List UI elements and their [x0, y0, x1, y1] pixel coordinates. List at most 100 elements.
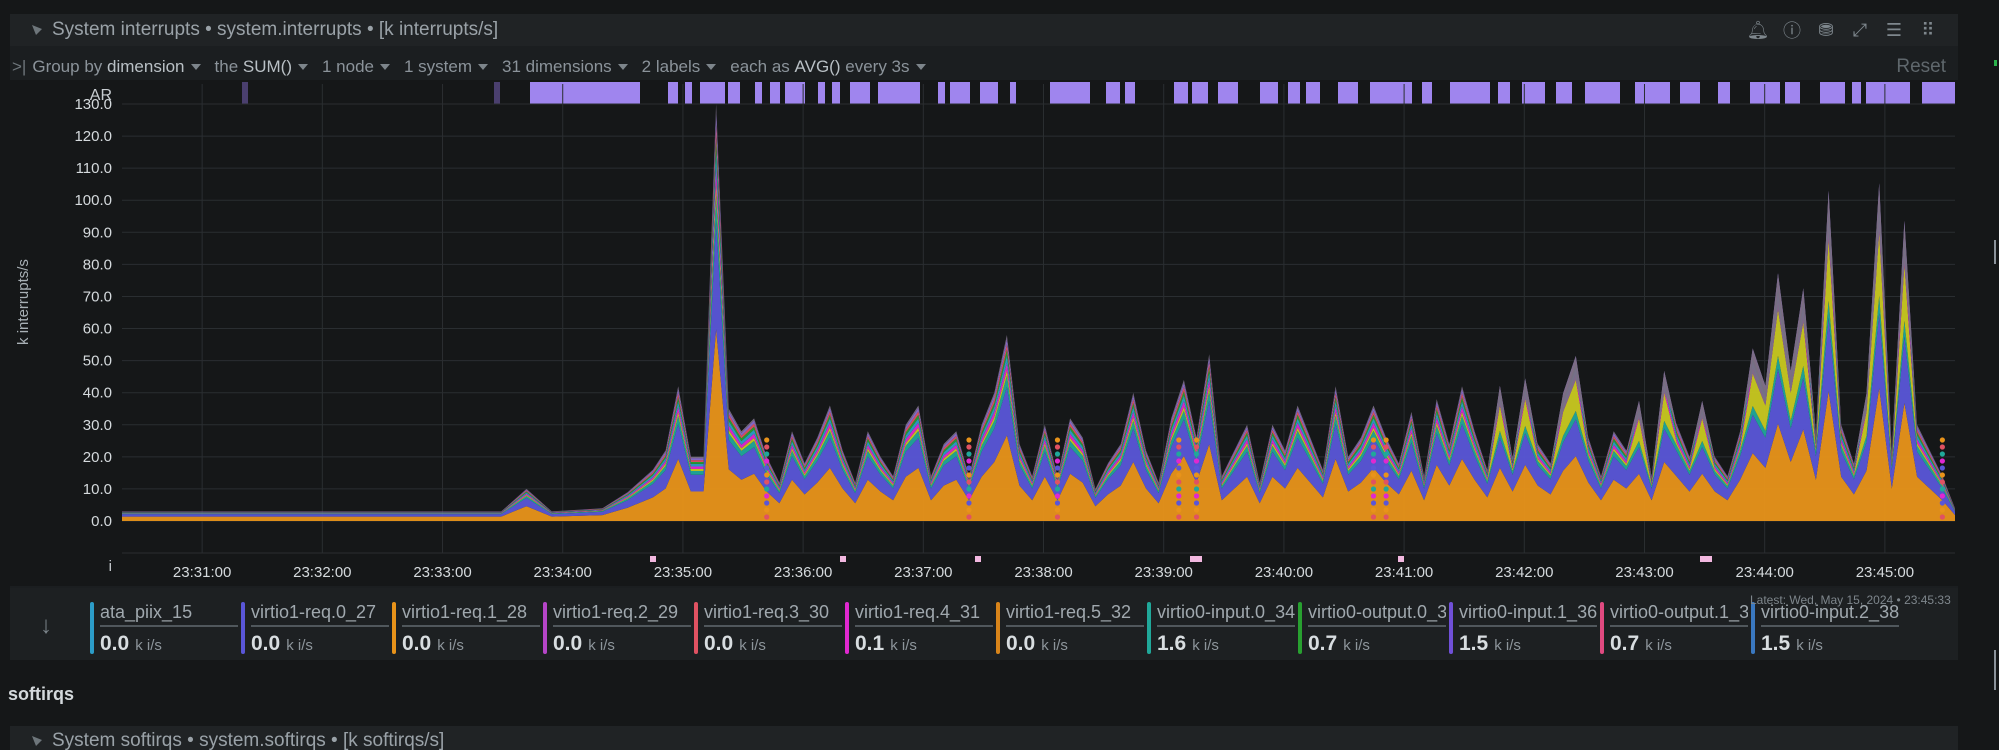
bell-icon[interactable]: 🔔︎	[1746, 19, 1770, 40]
legend-series-value: 0.0 k i/s	[100, 632, 162, 655]
anomaly-mark	[1010, 82, 1016, 104]
gap-dot	[1383, 437, 1389, 443]
each-as-dropdown[interactable]: each as AVG() every 3s	[730, 57, 926, 77]
annotations-row[interactable]	[650, 556, 1712, 562]
expand-icon[interactable]: ⤢	[1852, 19, 1868, 40]
gap-dot	[1193, 486, 1200, 492]
gap-dot	[1939, 444, 1945, 450]
drag-icon[interactable]: ⠿	[1921, 19, 1935, 40]
gap-dot	[1193, 444, 1200, 450]
legend-item[interactable]: virtio1-req.1_28 0.0 k i/s	[392, 602, 540, 655]
gap-dot	[1193, 493, 1200, 499]
reset-button[interactable]: Reset	[1896, 56, 1946, 77]
arrow-down-icon[interactable]: ↓	[40, 612, 52, 639]
dimensions-dropdown[interactable]: 31 dimensions	[502, 57, 628, 77]
legend-item[interactable]: virtio0-input.2_38 1.5 k i/s	[1751, 602, 1899, 655]
anomaly-mark	[1922, 82, 1955, 104]
annotation-mark[interactable]	[1190, 556, 1202, 562]
gap-dot	[764, 486, 770, 492]
gap-dot	[966, 500, 972, 506]
legend-item[interactable]: virtio1-req.4_31 0.1 k i/s	[845, 602, 993, 655]
anomaly-mark	[1174, 82, 1188, 104]
systems-dropdown[interactable]: 1 system	[404, 57, 489, 77]
legend-item[interactable]: ata_piix_15 0.0 k i/s	[90, 602, 238, 655]
anomaly-mark	[700, 82, 725, 104]
anomaly-mark	[668, 82, 678, 104]
legend-item[interactable]: virtio1-req.5_32 0.0 k i/s	[996, 602, 1144, 655]
legend-item[interactable]: virtio0-input.1_36 1.5 k i/s	[1449, 602, 1597, 655]
anomaly-mark	[950, 82, 970, 104]
interrupts-chart-panel: System interrupts • system.interrupts • …	[10, 14, 1958, 660]
collapse-toggle[interactable]: >|	[12, 57, 27, 76]
pin-icon[interactable]	[30, 23, 44, 37]
legend-item[interactable]: virtio1-req.2_29 0.0 k i/s	[543, 602, 691, 655]
group-by-dropdown[interactable]: Group by dimension	[32, 57, 201, 77]
gap-dot	[1176, 451, 1182, 457]
stacked-areas[interactable]	[122, 104, 1955, 521]
aggregation-dropdown[interactable]: the SUM()	[215, 57, 308, 77]
scroll-indicator[interactable]	[1990, 60, 1999, 700]
gap-dot	[1054, 444, 1061, 450]
anomaly-mark	[1785, 82, 1800, 104]
anomaly-mark	[1820, 82, 1845, 104]
info-icon[interactable]: ⓘ	[1783, 21, 1801, 41]
anomaly-rate-row[interactable]	[242, 82, 1955, 104]
legend-item[interactable]: virtio1-req.3_30 0.0 k i/s	[694, 602, 842, 655]
anomaly-mark	[570, 82, 600, 104]
y-tick-label: 60.0	[83, 321, 112, 338]
anomaly-mark	[1370, 82, 1412, 104]
legend-item[interactable]: virtio1-req.0_27 0.0 k i/s	[241, 602, 389, 655]
annotation-mark[interactable]	[1700, 556, 1712, 562]
annotation-mark[interactable]	[650, 556, 656, 562]
labels-label: 2 labels	[641, 57, 701, 76]
gap-dot	[1054, 500, 1061, 506]
gap-dot	[966, 479, 972, 485]
legend-series-name: virtio1-req.0_27	[251, 602, 389, 627]
legend-color-swatch	[1298, 602, 1302, 654]
labels-dropdown[interactable]: 2 labels	[642, 57, 717, 77]
gap-dot	[1370, 444, 1377, 450]
info-row-label: i	[109, 558, 112, 575]
legend-series-name: virtio1-req.2_29	[553, 602, 691, 627]
gap-dot	[966, 465, 972, 471]
legend-item[interactable]: virtio0-input.0_34 1.6 k i/s	[1147, 602, 1295, 655]
legend-item[interactable]: virtio0-output.0_35 0.7 k i/s	[1298, 602, 1446, 655]
x-tick-label: 23:44:00	[1735, 564, 1793, 581]
pin-icon[interactable]	[30, 734, 44, 748]
sliders-icon[interactable]: ☰	[1885, 19, 1903, 40]
gap-dot	[1383, 479, 1389, 485]
gap-dot	[1193, 507, 1200, 513]
legend-color-swatch	[694, 602, 698, 654]
gap-dot	[1939, 458, 1945, 464]
y-tick-label: 120.0	[74, 128, 112, 145]
legend-color-swatch	[392, 602, 396, 654]
y-axis-label: k interrupts/s	[15, 259, 32, 345]
legend-item[interactable]: virtio0-output.1_37 0.7 k i/s	[1600, 602, 1748, 655]
anomaly-mark	[540, 82, 570, 104]
anomaly-mark	[1635, 82, 1670, 104]
softirqs-chart-title: System softirqs • system.softirqs • [k s…	[52, 730, 445, 750]
annotation-mark[interactable]	[975, 556, 981, 562]
package-icon[interactable]: ⛃	[1818, 19, 1834, 40]
legend-color-swatch	[1751, 602, 1755, 654]
annotation-mark[interactable]	[1398, 556, 1404, 562]
section-heading: softirqs	[8, 684, 75, 704]
gap-dot	[1939, 507, 1945, 513]
gap-dot	[1193, 472, 1200, 478]
annotation-mark[interactable]	[840, 556, 846, 562]
y-tick-label: 40.0	[83, 385, 112, 402]
legend-series-value: 1.6 k i/s	[1157, 632, 1219, 655]
nodes-dropdown[interactable]: 1 node	[322, 57, 390, 77]
interrupts-chart[interactable]: AR k interrupts/s 0.0 10.0 20.0 30.0 40.0 50.…	[10, 80, 1958, 586]
gap-dot	[1176, 507, 1182, 513]
chevron-down-icon	[478, 64, 489, 70]
gap-dot	[1054, 514, 1061, 520]
anomaly-mark	[600, 82, 640, 104]
gap-dot	[1193, 458, 1200, 464]
gap-dot	[764, 514, 770, 520]
legend-series-value: 0.0 k i/s	[402, 632, 464, 655]
gap-dot	[1054, 507, 1061, 513]
legend-series-name: virtio0-output.0_35	[1308, 602, 1446, 627]
gap-dot	[1176, 514, 1182, 520]
legend-series-name: virtio1-req.3_30	[704, 602, 842, 627]
